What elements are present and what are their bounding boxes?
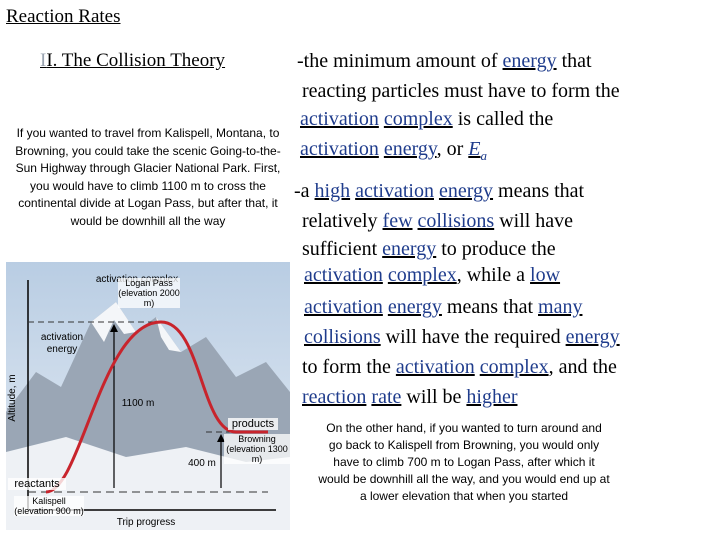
def2-while-a: , while a [456, 264, 526, 286]
label-products: products [228, 418, 278, 430]
def2-line7: to form the activation complex, and the [302, 356, 617, 379]
def1-line1: -the minimum amount of energy that [297, 50, 592, 73]
blank-collisions: collisions [417, 210, 495, 232]
label-browning: Browning (elevation 1300 m) [224, 434, 290, 464]
blank-activation-5: activation [304, 296, 383, 318]
def2-line3: sufficient energy to produce the [302, 238, 556, 261]
note-left: If you wanted to travel from Kalispell, … [15, 126, 281, 228]
mountain-diagram: activation complex activation energy Log… [6, 262, 290, 530]
def1-tail: that [561, 50, 592, 72]
section-heading: II. The Collision Theory [40, 50, 225, 72]
page-title: Reaction Rates [6, 6, 121, 27]
label-reactants: reactants [8, 478, 66, 490]
def2-dash-a: -a [294, 180, 310, 202]
ea-subscript: a [480, 148, 488, 163]
blank-complex-3: complex [479, 356, 549, 378]
blank-activation-6: activation [395, 356, 475, 378]
label-400m: 400 m [188, 458, 216, 469]
section-heading-text: I. The Collision Theory [46, 50, 226, 71]
x-axis-label: Trip progress [116, 517, 176, 528]
label-1100m: 1100 m [121, 398, 155, 409]
def2-relatively: relatively [302, 210, 378, 232]
def1-tail3: is called the [457, 108, 554, 130]
def2-to-form: to form the [302, 356, 391, 378]
blank-higher: higher [466, 386, 518, 408]
blank-complex: complex [383, 108, 453, 130]
blank-collisions-2: collisions [304, 326, 381, 348]
def1-line4: activation energy, or Ea [300, 138, 487, 164]
blank-low: low [530, 264, 561, 286]
blank-energy: energy [502, 50, 557, 72]
blank-high: high [314, 180, 351, 202]
def2-line8: reaction rate will be higher [302, 386, 517, 409]
blank-complex-2: complex [387, 264, 457, 286]
def1-line2: reacting particles must have to form the [302, 80, 620, 102]
blank-rate: rate [371, 386, 402, 408]
label-logan: Logan Pass (elevation 2000 m) [118, 278, 180, 308]
def2-will-have: will have [499, 210, 574, 232]
ea-symbol: E [468, 138, 481, 160]
def2-line6: collisions will have the required energy [304, 326, 620, 349]
blank-energy-4: energy [382, 238, 437, 260]
label-kalispell: Kalispell (elevation 900 m) [14, 496, 84, 516]
section-roman: I [40, 50, 47, 71]
y-axis-label: Altitude, m [7, 374, 18, 422]
blank-energy-6: energy [565, 326, 620, 348]
blank-energy-2: energy [383, 138, 437, 160]
def2-line4: activation complex, while a low [304, 264, 560, 287]
energy-curve [45, 320, 268, 494]
blank-energy-3: energy [438, 180, 494, 202]
def2-will-be: will be [406, 386, 462, 408]
blank-reaction: reaction [302, 386, 367, 408]
blank-activation-4: activation [304, 264, 383, 286]
def1-or: , or [436, 138, 464, 160]
snow-cap-2 [156, 317, 181, 352]
def2-means-that-2: means that [446, 296, 534, 318]
def2-sufficient: sufficient [302, 238, 378, 260]
arrow-400-head [217, 434, 225, 442]
blank-activation-2: activation [300, 138, 379, 160]
def1-intro: -the minimum amount of [297, 50, 498, 72]
blank-activation: activation [300, 108, 379, 130]
def2-will-have-required: will have the required [385, 326, 561, 348]
blank-many: many [538, 296, 583, 318]
def2-line5: activation energy means that many [304, 296, 582, 319]
snow-cap [91, 302, 136, 342]
blank-energy-5: energy [387, 296, 442, 318]
blank-activation-3: activation [355, 180, 434, 202]
def2-line2: relatively few collisions will have [302, 210, 573, 233]
def1-line3: activation complex is called the [300, 108, 553, 131]
label-activation-energy: activation energy [40, 332, 84, 355]
def2-to-produce: to produce the [441, 238, 556, 260]
def2-means-that: means that [498, 180, 585, 202]
blank-ea: Ea [468, 138, 488, 163]
def2-line1: -a high activation energy means that [294, 180, 584, 203]
blank-few: few [382, 210, 413, 232]
def2-and-the: , and the [548, 356, 617, 378]
note-right: On the other hand, if you wanted to turn… [318, 421, 610, 503]
arrow-1100-head [110, 324, 118, 332]
